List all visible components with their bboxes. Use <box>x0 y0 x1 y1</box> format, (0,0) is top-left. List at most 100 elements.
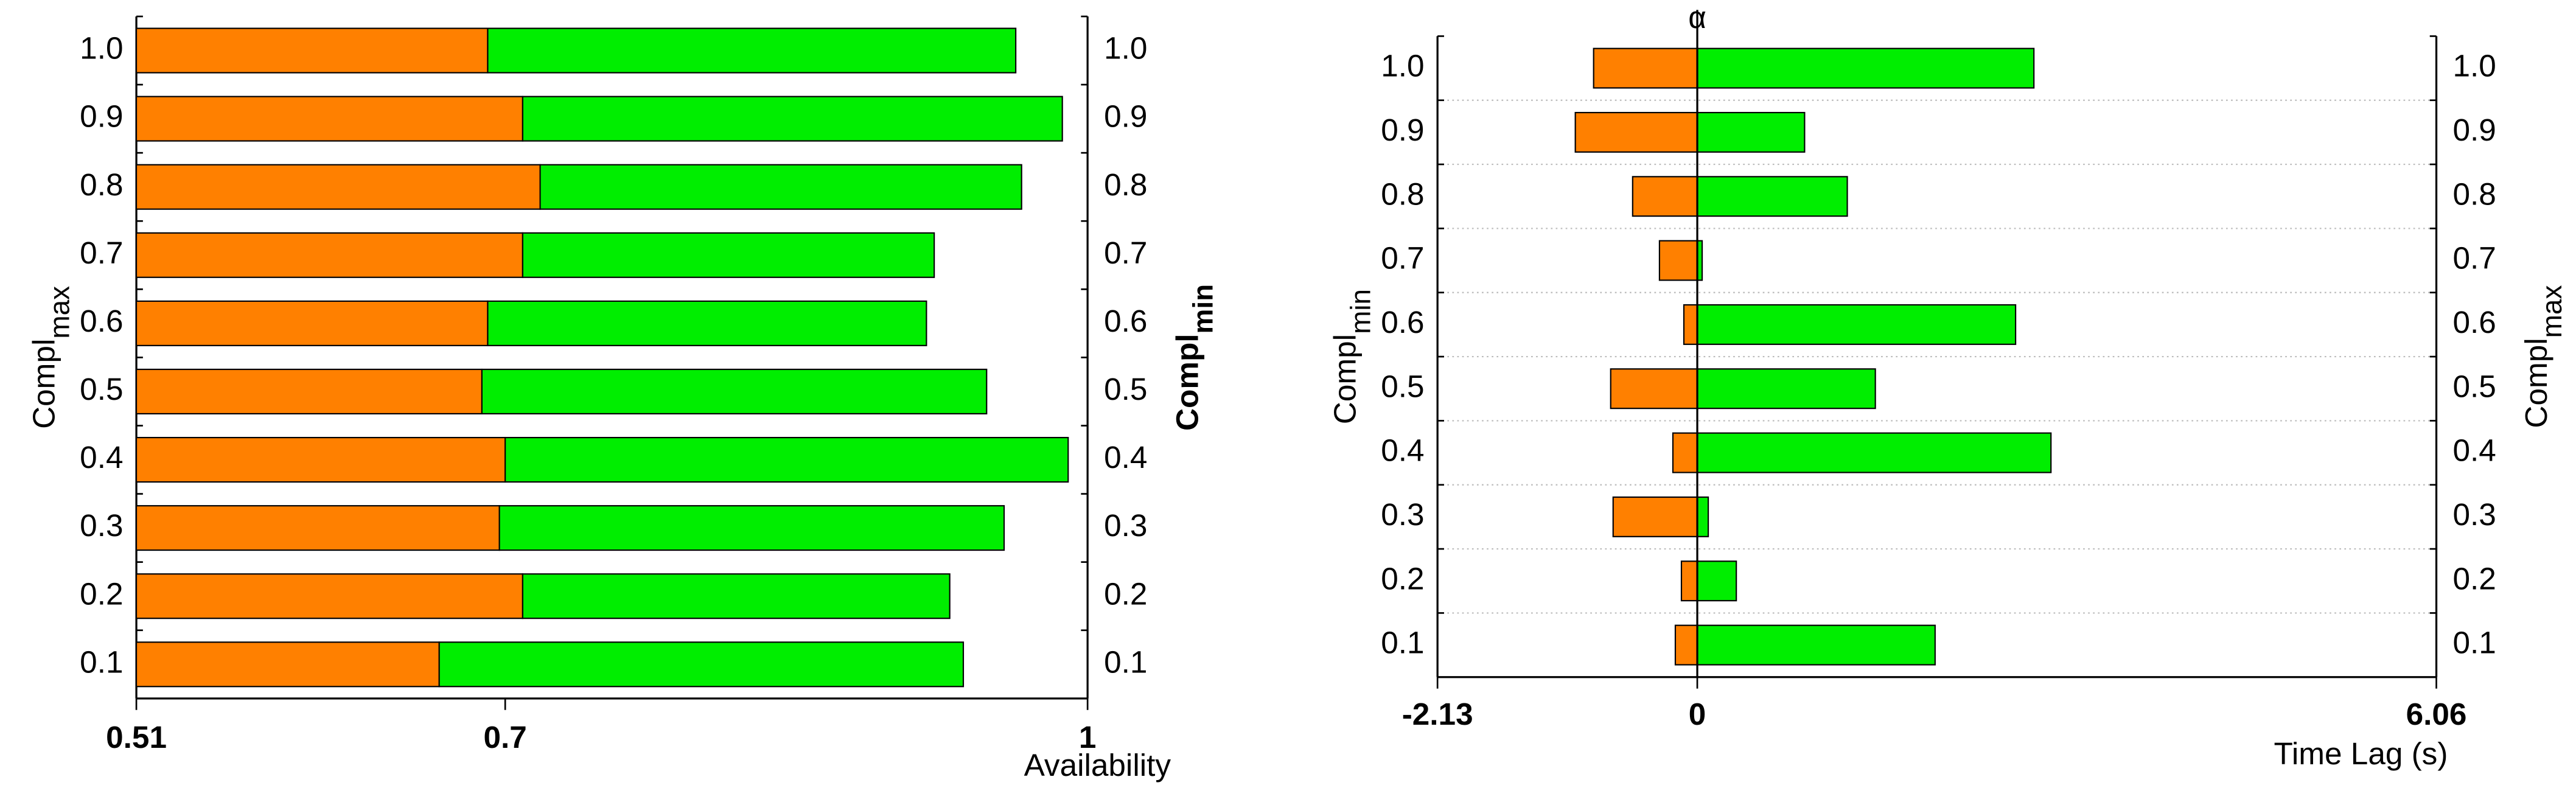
bar-segment <box>135 27 489 74</box>
bar <box>1612 496 1698 537</box>
bar <box>1658 240 1698 281</box>
bar <box>1610 368 1698 410</box>
bar <box>1593 47 1698 89</box>
x-axis-label: Time Lag (s) <box>2274 736 2448 771</box>
bar-segment <box>522 232 935 278</box>
x-tick-label: 1 <box>1079 720 1097 755</box>
bar-segment <box>135 505 500 551</box>
y2-tick-label: 0.5 <box>1104 372 1147 406</box>
bar <box>1680 560 1698 602</box>
y2-axis-label: Complmax <box>2518 285 2567 428</box>
bar-segment <box>487 27 1017 74</box>
bar-segment <box>135 232 523 278</box>
bar-segment <box>135 96 523 142</box>
bar-segment <box>522 96 1063 142</box>
y2-tick-label: 0.2 <box>1104 576 1147 611</box>
bar-segment <box>135 164 541 210</box>
y-tick-label: 0.7 <box>80 235 123 270</box>
y-tick-label: 0.6 <box>1381 305 1424 340</box>
bar <box>1696 304 2017 345</box>
annotation: α <box>1688 0 1706 35</box>
y2-tick-label: 0.6 <box>1104 304 1147 338</box>
y-tick-label: 1.0 <box>80 31 123 66</box>
y-tick-label: 0.8 <box>80 167 123 202</box>
y2-tick-label: 1.0 <box>1104 31 1147 66</box>
bar-segment <box>135 573 523 619</box>
bar <box>1674 624 1698 666</box>
y2-axis-label-main: Compl <box>1170 333 1204 431</box>
bar-segment <box>487 300 927 346</box>
y-tick-label: 0.8 <box>1381 176 1424 211</box>
bar <box>1696 176 1848 217</box>
y-tick-label: 0.2 <box>1381 561 1424 596</box>
y2-tick-label: 0.7 <box>2453 241 2496 276</box>
x-axis-label: Availability <box>1024 748 1171 783</box>
y2-tick-label: 0.8 <box>1104 167 1147 202</box>
y-tick-label: 0.5 <box>1381 369 1424 403</box>
bar <box>1672 432 1698 473</box>
y2-tick-label: 0.8 <box>2453 176 2496 211</box>
y-axis-label-sub: min <box>1345 289 1377 334</box>
y2-axis-label-sub: max <box>2536 285 2567 338</box>
y2-axis-label-sub: min <box>1187 284 1219 334</box>
bar-segment <box>504 437 1069 483</box>
y-tick-label: 0.1 <box>1381 626 1424 660</box>
bar <box>1574 111 1698 153</box>
y-tick-label: 0.1 <box>80 644 123 679</box>
y-tick-label: 1.0 <box>1381 49 1424 83</box>
bar-segment <box>135 641 440 688</box>
y-axis-label-sub: max <box>44 286 75 339</box>
x-tick-label: 0.51 <box>106 720 167 755</box>
bar <box>1696 560 1737 602</box>
y-tick-label: 0.6 <box>80 304 123 338</box>
y-tick-label: 0.3 <box>1381 497 1424 532</box>
y2-axis-label-main: Compl <box>2518 338 2553 428</box>
bar-segment <box>522 573 951 619</box>
y-tick-label: 0.4 <box>80 440 123 475</box>
x-tick-label: 0 <box>1689 697 1706 731</box>
bar <box>1696 624 1936 666</box>
bar-segment <box>481 368 988 415</box>
x-tick-label: 6.06 <box>2406 697 2467 731</box>
bar <box>1696 47 2035 89</box>
bar-segment <box>135 368 483 415</box>
y2-axis-label: Complmin <box>1170 284 1219 431</box>
x-tick-label: 0.7 <box>484 720 527 755</box>
y2-tick-label: 0.2 <box>2453 561 2496 596</box>
bar <box>1696 111 1806 153</box>
y2-tick-label: 0.6 <box>2453 305 2496 340</box>
y-axis-label-main: Compl <box>1327 334 1362 424</box>
y-tick-label: 0.9 <box>1381 113 1424 147</box>
bar <box>1696 368 1876 410</box>
y-tick-label: 0.3 <box>80 508 123 543</box>
y2-tick-label: 0.4 <box>2453 433 2496 468</box>
y2-tick-label: 0.7 <box>1104 235 1147 270</box>
bar <box>1632 176 1698 217</box>
y2-tick-label: 0.5 <box>2453 369 2496 403</box>
x-tick-label: -2.13 <box>1402 697 1473 731</box>
bar <box>1683 304 1698 345</box>
y2-tick-label: 0.9 <box>1104 99 1147 134</box>
y-tick-label: 0.5 <box>80 372 123 406</box>
bar-segment <box>438 641 965 688</box>
bar-segment <box>135 300 489 346</box>
y2-tick-label: 0.4 <box>1104 440 1147 475</box>
bar-segment <box>498 505 1005 551</box>
y-tick-label: 0.2 <box>80 576 123 611</box>
bar <box>1696 432 2052 473</box>
y-axis-label: Complmin <box>1327 289 1377 424</box>
y2-tick-label: 0.1 <box>2453 626 2496 660</box>
y-tick-label: 0.4 <box>1381 433 1424 468</box>
y-tick-label: 0.7 <box>1381 241 1424 276</box>
bar-segment <box>135 437 506 483</box>
bar <box>1696 496 1709 537</box>
y-tick-label: 0.9 <box>80 99 123 134</box>
y2-tick-label: 0.3 <box>1104 508 1147 543</box>
y-axis-label: Complmax <box>26 286 75 429</box>
y2-tick-label: 0.1 <box>1104 644 1147 679</box>
y2-tick-label: 0.3 <box>2453 497 2496 532</box>
y-axis-label-main: Compl <box>26 339 61 429</box>
y2-tick-label: 0.9 <box>2453 113 2496 147</box>
bar-segment <box>539 164 1022 210</box>
